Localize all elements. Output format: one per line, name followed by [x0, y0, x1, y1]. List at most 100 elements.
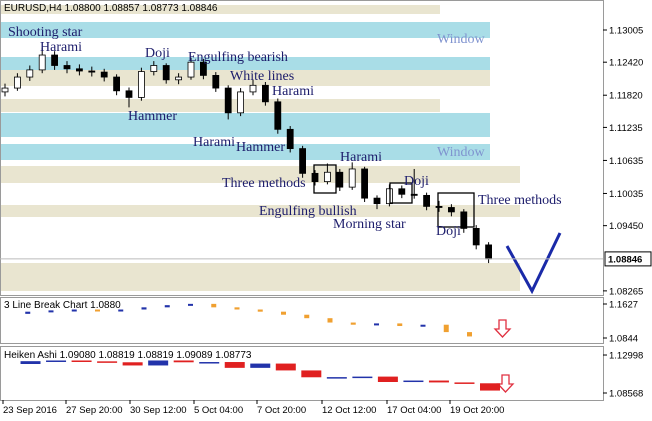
candle-body [348, 168, 356, 188]
heiken-bar [454, 382, 475, 384]
line-break-brick [467, 332, 472, 337]
candle-body [26, 69, 34, 78]
x-tick-label: 30 Sep 12:00 [130, 405, 187, 416]
candle-body [125, 90, 133, 98]
heiken-bar [97, 361, 118, 363]
candle-body [336, 171, 344, 188]
candle-body [311, 172, 319, 183]
y-tick-label: 1.09450 [609, 221, 643, 232]
candle-body [137, 71, 145, 98]
zone [0, 166, 520, 183]
zone [0, 263, 520, 291]
panel-frames [0, 0, 604, 401]
zone [0, 144, 490, 160]
heiken-bar [301, 370, 322, 378]
line-break-brick [397, 323, 403, 327]
candle-body [361, 168, 369, 199]
candle-body [447, 207, 455, 213]
candle-body [410, 193, 418, 196]
candle-body [51, 54, 58, 66]
heiken-bar [173, 360, 194, 363]
candle-body [162, 65, 170, 81]
pattern-label: Window [437, 32, 486, 47]
candle-body [187, 61, 195, 78]
pattern-label: Three methods [222, 176, 306, 191]
heiken-bar [352, 376, 373, 379]
pattern-label: Engulfing bearish [188, 50, 288, 65]
heiken-bar [71, 360, 92, 362]
candle-body [237, 91, 245, 114]
candle-body [423, 194, 431, 207]
heiken-bar [326, 377, 347, 379]
pattern-label: Harami [272, 84, 314, 99]
heiken-bar [428, 380, 449, 383]
pattern-box [389, 182, 413, 204]
pattern-box [313, 164, 337, 194]
candle-body [398, 188, 406, 195]
y-tick-label: 1.10635 [609, 156, 643, 167]
y-tick-label: 1.0844 [609, 334, 638, 345]
candle-body [485, 244, 493, 260]
line-break-brick [164, 305, 170, 308]
zone [0, 5, 440, 14]
y-tick-label: 1.1627 [609, 299, 638, 310]
candle-body [100, 71, 108, 78]
pattern-boxes [313, 164, 475, 228]
down-arrow [493, 319, 512, 338]
pattern-label: Doji [436, 224, 461, 239]
x-tick-label: 7 Oct 20:00 [257, 405, 306, 416]
line-break-brick [443, 324, 449, 333]
pattern-label: Harami [193, 135, 235, 150]
line-break-brick [25, 311, 31, 314]
line-break-brick [327, 318, 333, 323]
pattern-label: Harami [40, 40, 82, 55]
heiken-bar [199, 362, 220, 364]
pattern-box [437, 192, 475, 228]
frame [0, 297, 604, 344]
zone [0, 22, 490, 38]
candle-body [13, 76, 21, 89]
y-tick-label: 1.10035 [609, 189, 643, 200]
pattern-label: Three methods [478, 193, 562, 208]
candle-body [274, 101, 282, 130]
down-arrow [496, 374, 515, 393]
candle-body [435, 205, 443, 208]
candle-body [323, 171, 331, 183]
candle-body [286, 128, 294, 150]
candle-body [199, 61, 207, 76]
line-break-brick [350, 322, 356, 325]
heiken-bar [20, 361, 41, 364]
heiken-bar [480, 383, 500, 391]
line-break-brick [141, 307, 147, 310]
panel-title: Heiken Ashi 1.09080 1.08819 1.08819 1.09… [4, 350, 252, 361]
x-tick-label: 5 Oct 04:00 [194, 405, 243, 416]
line-break-brick [71, 309, 77, 312]
line-break-brick [304, 314, 310, 319]
candle-body [175, 76, 183, 81]
line-break-brick [374, 323, 379, 326]
pattern-label: Engulfing bullish [259, 204, 357, 219]
pattern-label: Doji [145, 46, 170, 61]
zone [0, 70, 490, 86]
zone [0, 57, 490, 70]
heiken-bar [377, 376, 398, 382]
pattern-label: Window [437, 145, 486, 160]
line-break-brick [95, 309, 100, 312]
heiken-bar [148, 360, 169, 366]
zone [0, 99, 440, 112]
pattern-label: Shooting star [8, 25, 83, 40]
pattern-label: Harami [340, 150, 382, 165]
pattern-label: Doji [404, 174, 429, 189]
candle-body [88, 70, 96, 73]
panel-title: 3 Line Break Chart 1.0880 [4, 300, 121, 311]
x-tick-label: 12 Oct 12:00 [322, 405, 376, 416]
candle-body [113, 76, 120, 92]
last-price-box [604, 251, 652, 267]
candle-body [249, 84, 257, 93]
y-tick-label: 1.12420 [609, 58, 643, 69]
x-tick-label: 27 Sep 20:00 [66, 405, 123, 416]
heiken-bar [403, 380, 424, 383]
zones [0, 5, 520, 291]
candle-body [472, 228, 480, 246]
